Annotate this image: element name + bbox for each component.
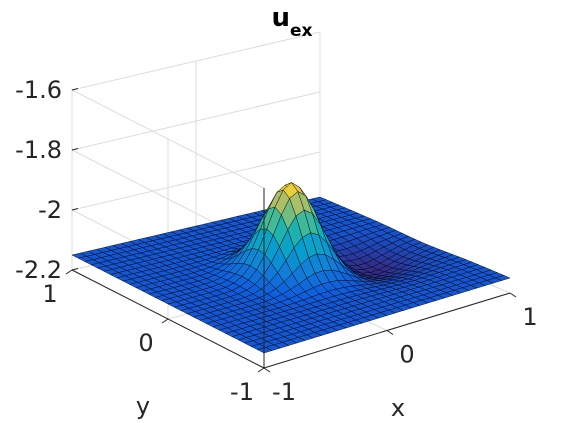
x-tick-label: -1 (272, 378, 296, 406)
x-tick-mark (509, 292, 517, 298)
x-tick-label: 0 (399, 341, 414, 369)
z-tick-label: -2.2 (15, 256, 62, 284)
y-tick-mark (161, 318, 169, 324)
z-tick-mark (71, 88, 79, 91)
y-tick-label: 0 (138, 329, 153, 357)
x-tick-mark (386, 330, 394, 335)
axes (65, 88, 517, 373)
surface-patch (494, 275, 511, 281)
z-tick-label: -1.8 (15, 136, 62, 164)
z-tick-mark (71, 148, 79, 151)
chart-title: uex (271, 3, 312, 41)
x-axis-label: x (391, 394, 405, 422)
y-tick-label: -1 (230, 378, 254, 406)
z-tick-label: -1.6 (15, 76, 62, 104)
surface-mesh (71, 182, 511, 354)
z-tick-label: -2 (38, 196, 62, 224)
y-axis-label: y (136, 392, 150, 420)
y-tick-label: 1 (42, 280, 57, 308)
z-tick-mark (71, 208, 79, 211)
z-tick-mark (71, 268, 79, 271)
tick-labels: -2.2 -2 -1.8 -1.6 -1 0 1 -1 0 1 (15, 76, 537, 406)
x-tick-mark (263, 367, 271, 373)
x-tick-label: 1 (522, 303, 537, 331)
y-tick-mark (257, 367, 265, 373)
y-tick-mark (65, 269, 73, 275)
